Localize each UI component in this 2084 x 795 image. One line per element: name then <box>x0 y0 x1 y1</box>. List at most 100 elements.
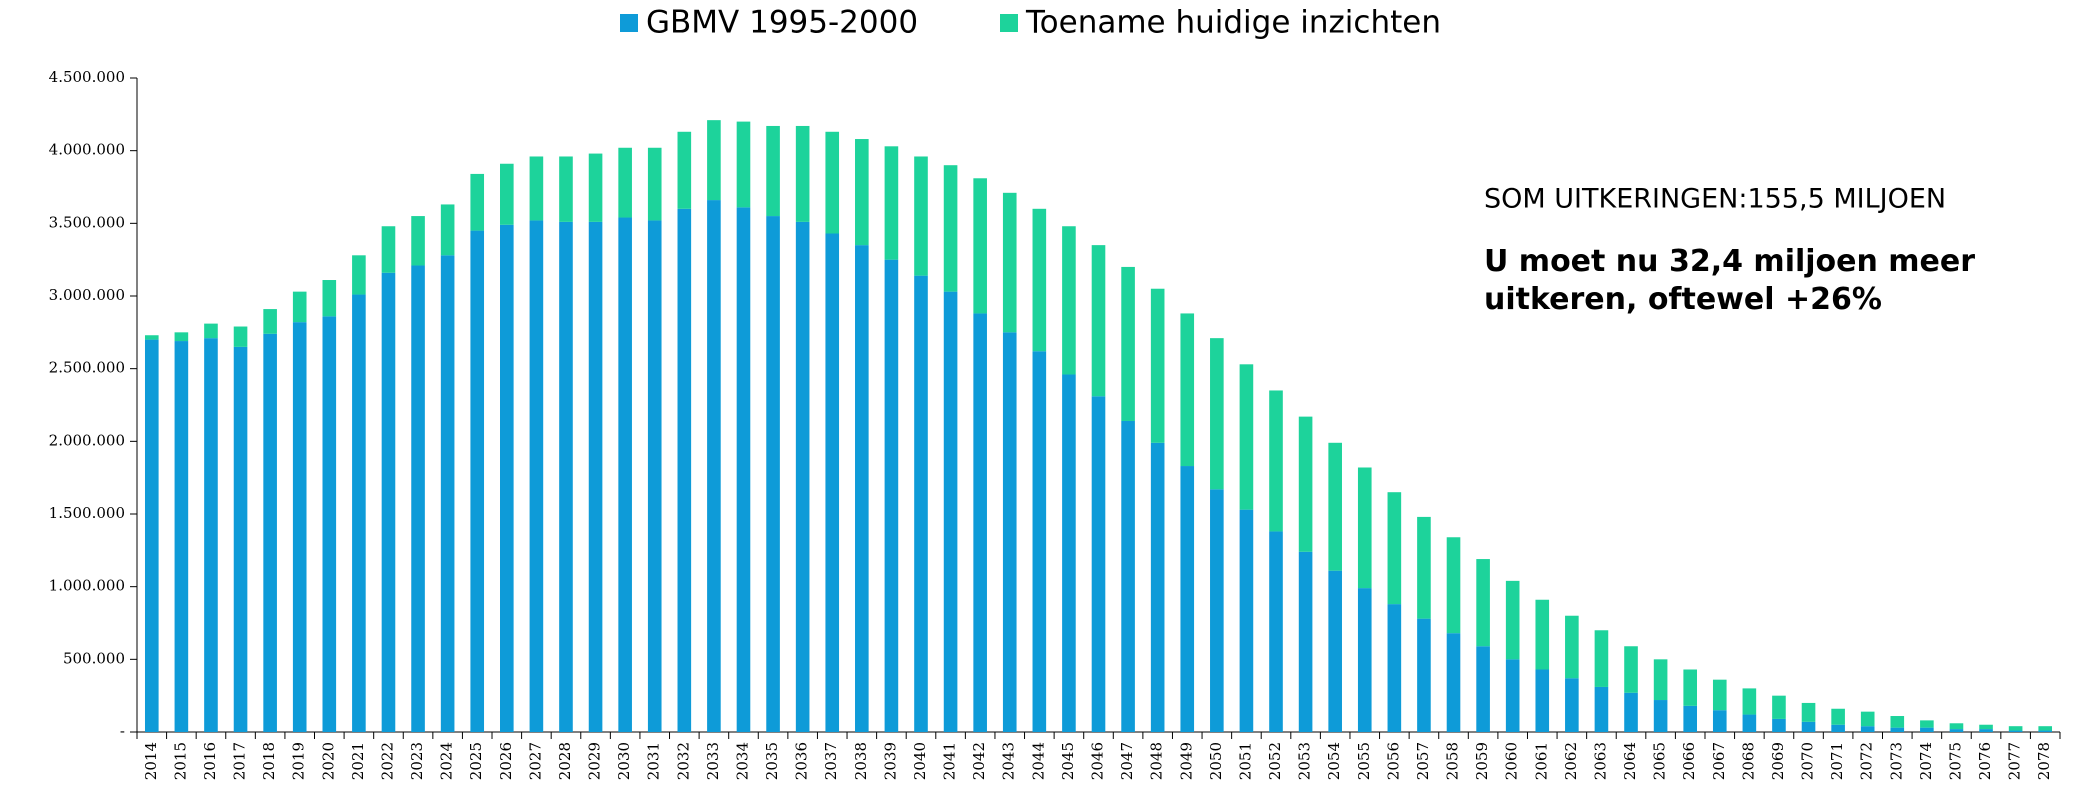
x-tick-label: 2017 <box>231 742 249 780</box>
bar-segment <box>263 333 277 732</box>
bar-segment <box>144 339 159 732</box>
bar-segment <box>795 125 810 222</box>
x-tick-label: 2054 <box>1325 742 1343 780</box>
bar-segment <box>1121 266 1135 421</box>
bar-segment <box>1653 700 1668 732</box>
y-tick-label: 4.500.000 <box>49 68 125 86</box>
x-tick-label: 2043 <box>1000 742 1018 780</box>
bar-segment <box>1801 702 1816 722</box>
x-tick-label: 2041 <box>941 742 959 780</box>
x-tick-label: 2063 <box>1591 742 1609 780</box>
x-tick-label: 2029 <box>586 742 604 780</box>
bar-segment <box>707 200 721 732</box>
bar-segment <box>736 207 751 732</box>
bar-segment <box>588 153 603 222</box>
bar-segment <box>1565 678 1579 732</box>
x-tick-label: 2073 <box>1887 742 1905 780</box>
bar-segment <box>588 221 603 732</box>
bar-segment <box>529 156 544 221</box>
bar-segment <box>1890 727 1905 732</box>
bar-segment <box>1594 630 1609 687</box>
bar-segment <box>677 208 692 733</box>
bar-segment <box>1535 669 1550 732</box>
x-tick-label: 2062 <box>1562 742 1580 780</box>
x-tick-label: 2045 <box>1059 742 1077 780</box>
bar-segment <box>440 255 455 732</box>
bar-segment <box>1772 695 1786 719</box>
bar-segment <box>559 156 573 222</box>
bar-segment <box>707 120 721 201</box>
x-tick-label: 2077 <box>2006 742 2024 780</box>
bar-segment <box>647 147 662 221</box>
bar-segment <box>884 259 899 732</box>
bar-segment <box>411 216 425 266</box>
bar-segment <box>2038 730 2053 732</box>
bar-segment <box>1387 492 1402 605</box>
bar-segment <box>1357 588 1372 732</box>
x-tick-label: 2046 <box>1089 742 1107 780</box>
bar-segment <box>1476 559 1490 647</box>
x-tick-label: 2075 <box>1946 742 1964 780</box>
x-tick-label: 2018 <box>260 742 278 780</box>
bar-segment <box>1446 633 1461 732</box>
x-tick-label: 2031 <box>645 742 663 780</box>
bar-segment <box>677 131 692 209</box>
bar-segment <box>500 163 514 225</box>
annotation: SOM UITKERINGEN:155,5 MILJOEN <box>1484 184 1946 215</box>
x-tick-label: 2058 <box>1444 742 1462 780</box>
bar-segment <box>1298 551 1313 732</box>
bar-segment <box>1979 729 1993 732</box>
bar-segment <box>1742 714 1757 732</box>
bar-segment <box>470 230 485 732</box>
bar-segment <box>914 156 928 276</box>
bar-segment <box>1949 729 1964 732</box>
x-tick-label: 2071 <box>1828 742 1846 780</box>
bar-segment <box>914 275 928 732</box>
bar-segment <box>618 147 632 218</box>
bar-segment <box>1860 711 1875 727</box>
bar-segment <box>1210 338 1224 490</box>
bar-segment <box>381 226 396 273</box>
x-tick-label: 2068 <box>1739 742 1757 780</box>
bar-segment <box>1269 390 1283 532</box>
bar-segment <box>736 121 751 208</box>
x-tick-label: 2044 <box>1029 742 1047 780</box>
legend-label: Toename huidige inzichten <box>1025 5 1441 41</box>
bar-segment <box>233 346 248 732</box>
bar-segment <box>1387 604 1402 732</box>
bar-segment <box>1150 288 1165 443</box>
x-tick-label: 2067 <box>1710 742 1728 780</box>
x-tick-label: 2032 <box>674 742 692 780</box>
bar-segment <box>1002 192 1017 333</box>
x-tick-label: 2074 <box>1917 742 1935 780</box>
bar-segment <box>1831 708 1845 725</box>
x-tick-label: 2014 <box>142 742 160 780</box>
bar-segment <box>1180 466 1195 732</box>
bar-segment <box>647 220 662 732</box>
x-tick-label: 2057 <box>1414 742 1432 780</box>
x-tick-label: 2064 <box>1621 742 1639 780</box>
bar-segment <box>1920 720 1934 728</box>
bar-segment <box>1210 489 1224 732</box>
x-tick-label: 2047 <box>1118 742 1136 780</box>
bar-segment <box>1505 659 1520 732</box>
bar-segment <box>529 220 544 732</box>
x-tick-label: 2056 <box>1384 742 1402 780</box>
bar-segment <box>204 338 218 732</box>
legend-label: GBMV 1995-2000 <box>646 5 918 41</box>
bar-segment <box>973 178 987 314</box>
x-tick-label: 2019 <box>290 742 308 780</box>
legend-swatch <box>1000 14 1018 32</box>
bar-segment <box>825 233 840 733</box>
bar-segment <box>174 341 189 732</box>
bar-segment <box>470 173 485 231</box>
x-tick-label: 2026 <box>497 742 515 780</box>
bar-segment <box>1920 727 1934 732</box>
bar-segment <box>1890 716 1905 728</box>
bar-segment <box>855 245 869 732</box>
bar-segment <box>1328 570 1342 732</box>
bar-segment <box>1742 688 1757 715</box>
x-tick-label: 2030 <box>615 742 633 780</box>
bar-segment <box>1712 710 1727 732</box>
